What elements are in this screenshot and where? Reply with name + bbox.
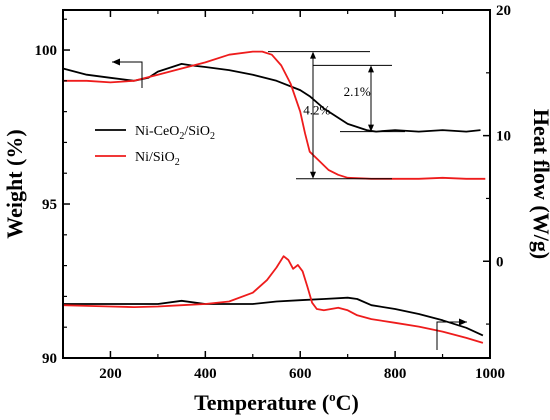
legend-label-0: Ni-CeO2/SiO2 [135,124,215,142]
axis-indicator-arrowhead-1 [459,318,467,326]
series-line-2 [63,296,484,337]
dim-red-head-bottom [310,171,316,179]
dim-red-head-top [310,51,316,59]
y-left-axis-title: Weight (%) [2,129,27,238]
y-left-tick-label: 90 [42,351,57,367]
y-right-tick-label: 10 [496,129,511,145]
axis-indicator-arrow-1 [436,321,467,350]
series-line-0 [62,63,481,133]
series-line-1 [63,50,486,180]
y-right-axis-title: Heat flow (W/g) [529,109,550,259]
x-tick-label: 800 [384,366,407,382]
x-tick-label: 200 [99,366,122,382]
annotation-label-1: 4.2% [303,103,330,118]
x-axis-title: Temperature (oC) [194,389,359,415]
axis-indicator-arrowhead-0 [112,58,120,66]
legend-label-1: Ni/SiO2 [135,150,180,168]
legend: Ni-CeO2/SiO2 Ni/SiO2 [95,124,215,168]
axis-titles: Temperature (oC) Weight (%) Heat flow (W/g… [2,109,550,415]
x-tick-label: 1000 [475,366,505,382]
x-tick-label: 600 [289,366,312,382]
annotation-layer: 2.1% 4.2% [112,51,467,350]
annotation-label-0: 2.1% [344,84,371,99]
y-left-tick-label: 95 [42,197,57,213]
dim-black-head-top [368,65,374,73]
plot-frame [62,9,491,359]
series-line-3 [62,255,484,344]
x-tick-label: 400 [194,366,217,382]
axis-indicator-arrow-0 [112,61,143,88]
y-right-tick-label: 0 [496,254,504,270]
dim-black-head-bottom [368,124,374,132]
y-right-tick-label: 20 [496,3,511,19]
y-left-tick-label: 100 [35,43,58,59]
series-layer [62,50,486,344]
